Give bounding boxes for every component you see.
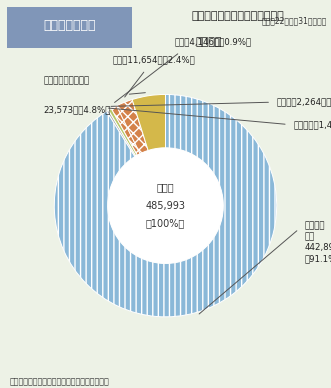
- Wedge shape: [132, 94, 166, 151]
- Wedge shape: [111, 106, 140, 155]
- Text: 施設数: 施設数: [157, 182, 174, 192]
- FancyBboxPatch shape: [7, 7, 132, 48]
- Wedge shape: [54, 94, 277, 317]
- Text: 液化石油
ガス
442,890
（91.1%）: 液化石油 ガス 442,890 （91.1%）: [305, 221, 331, 263]
- Text: 23,573　（4.8%）: 23,573 （4.8%）: [43, 106, 111, 114]
- Wedge shape: [107, 110, 136, 156]
- Text: （平成22年３月31日現在）: （平成22年３月31日現在）: [261, 17, 327, 26]
- Text: （100%）: （100%）: [146, 218, 185, 229]
- Text: 消防活動阻害物質に係る届出施: 消防活動阻害物質に係る届出施: [192, 11, 285, 21]
- Text: 毒物　4,146　（0.9%）: 毒物 4,146 （0.9%）: [174, 38, 252, 47]
- Text: 生石灰　2,264　（0.5%）: 生石灰 2,264 （0.5%）: [277, 98, 331, 107]
- Wedge shape: [117, 100, 148, 154]
- Text: 圧縮アセチレンガス: 圧縮アセチレンガス: [43, 76, 89, 85]
- Text: 無水硫酸　1,466　（0.3%）: 無水硫酸 1,466 （0.3%）: [293, 120, 331, 129]
- Text: 第１－８－６図: 第１－８－６図: [43, 19, 96, 32]
- Text: （備考）　「危険物規制事務調査」により作成: （備考） 「危険物規制事務調査」により作成: [10, 377, 110, 386]
- Text: 劇物　11,654　（2.4%）: 劇物 11,654 （2.4%）: [112, 55, 195, 64]
- Wedge shape: [109, 109, 137, 156]
- Circle shape: [108, 148, 223, 263]
- Text: 485,993: 485,993: [146, 201, 185, 211]
- Text: 設の状況: 設の状況: [195, 37, 222, 47]
